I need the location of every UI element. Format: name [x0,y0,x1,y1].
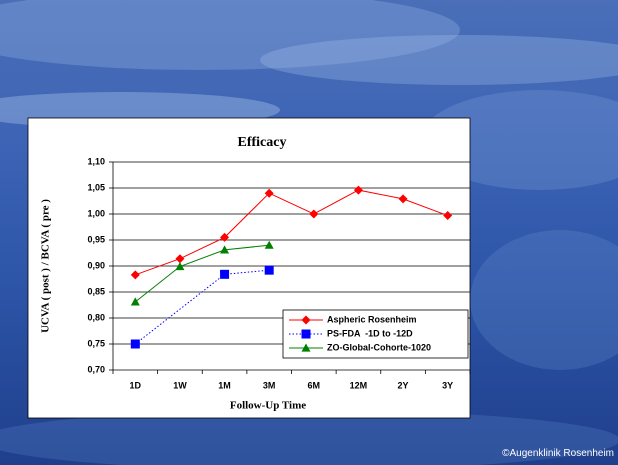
footer: ©Augenklinik Rosenheim [502,448,614,459]
y-tick-label: 1,05 [87,182,105,192]
chart-title: Efficacy [238,135,287,150]
y-tick-label: 0,85 [87,286,105,296]
x-tick-label: 12M [350,380,368,390]
y-axis-label: UCVA ( post ) / BCVA ( pre ) [40,199,52,333]
legend-label: ZO-Global-Cohorte-1020 [327,342,431,352]
y-tick-label: 0,75 [87,338,105,348]
y-tick-label: 1,10 [87,156,105,166]
y-tick-label: 1,00 [87,208,105,218]
slide: Efficacy Follow-Up Time UCVA ( post ) / … [0,0,618,465]
x-tick-label: 1D [130,380,142,390]
chart: Efficacy Follow-Up Time UCVA ( post ) / … [0,0,618,465]
x-tick-label: 6M [308,380,321,390]
y-tick-label: 0,80 [87,312,105,322]
legend-label: Aspheric Rosenheim [327,314,417,324]
marker [302,330,311,339]
x-tick-label: 2Y [398,380,409,390]
x-tick-label: 3Y [442,380,453,390]
y-tick-label: 0,95 [87,234,105,244]
marker [265,266,274,275]
y-tick-label: 0,70 [87,364,105,374]
y-tick-label: 0,90 [87,260,105,270]
legend-label: PS-FDA -1D to -12D [327,328,413,338]
marker [131,340,140,349]
x-tick-label: 1W [173,380,187,390]
x-tick-label: 3M [263,380,276,390]
x-axis-label: Follow-Up Time [230,400,306,412]
marker [220,270,229,279]
x-tick-label: 1M [218,380,231,390]
